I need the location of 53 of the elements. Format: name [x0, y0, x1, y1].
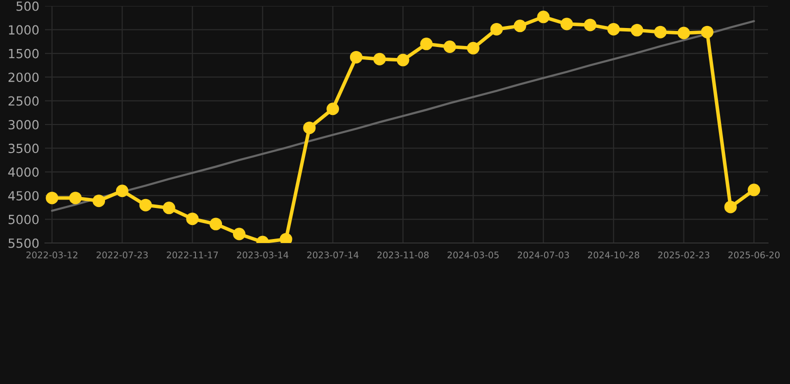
point: [630, 24, 644, 36]
point: [186, 212, 199, 226]
point: [420, 38, 433, 50]
point: [490, 22, 503, 36]
point: [373, 52, 386, 66]
point: [350, 50, 362, 64]
x-tick-label: 2024-07-03: [518, 251, 569, 258]
y-tick-label: 1500: [9, 48, 39, 58]
y-tick-label: 3000: [8, 120, 39, 130]
point: [678, 26, 690, 40]
y-tick-label: 2000: [8, 72, 39, 82]
point: [92, 194, 106, 208]
line-series: [50, 20, 756, 212]
y-tick-label: 2500: [8, 96, 39, 106]
point: [69, 192, 82, 204]
point: [654, 26, 667, 38]
y-tick-label: 5000: [8, 214, 39, 224]
point: [724, 200, 737, 214]
x-tick-label: 2024-03-05: [448, 251, 499, 258]
point: [326, 102, 340, 116]
point: [139, 198, 152, 212]
point: [303, 122, 316, 134]
point: [280, 232, 292, 243]
point: [607, 22, 620, 36]
x-tick-label: 2025-06-20: [728, 251, 780, 258]
point: [162, 202, 176, 214]
point: [210, 218, 222, 230]
x-tick-label: 2022-11-17: [166, 251, 218, 258]
y-tick-label: 1000: [9, 25, 39, 35]
y-tick-label: 500: [16, 1, 39, 11]
point: [232, 228, 246, 240]
point: [584, 18, 596, 32]
x-tick-label: 2023-07-14: [307, 251, 359, 258]
point: [466, 42, 480, 54]
point: [748, 184, 760, 196]
y-tick-label: 4500: [8, 191, 39, 201]
point: [46, 192, 58, 204]
point: [560, 18, 574, 30]
y-tick-label: 5500: [8, 238, 39, 248]
y-tick-label: 4000: [8, 167, 39, 177]
point: [396, 54, 410, 66]
x-tick-label: 2025-02-23: [658, 251, 710, 258]
point: [116, 184, 128, 198]
x-tick-label: 2023-11-08: [377, 251, 429, 258]
point: [444, 40, 456, 54]
x-tick-label: 2024-10-28: [588, 251, 640, 258]
y-tick-label: 3500: [8, 144, 39, 154]
x-tick-label: 2022-03-12: [26, 251, 78, 258]
point: [537, 10, 550, 24]
x-tick-label: 2023-03-14: [237, 251, 288, 258]
point: [514, 20, 526, 32]
point: [700, 26, 714, 38]
x-tick-label: 2022-07-23: [96, 251, 148, 258]
